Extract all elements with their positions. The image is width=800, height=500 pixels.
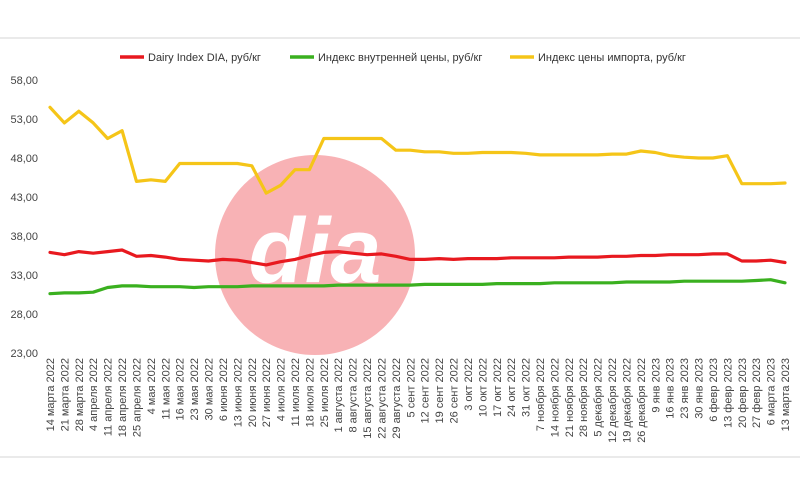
x-tick-label: 19 сент 2022 <box>434 358 446 424</box>
x-tick-label: 11 мая 2022 <box>160 358 172 420</box>
y-tick-label: 43,00 <box>10 192 38 204</box>
x-tick-label: 16 мая 2022 <box>175 358 187 420</box>
x-tick-label: 18 апреля 2022 <box>117 358 129 437</box>
x-tick-label: 26 сент 2022 <box>449 358 461 424</box>
x-tick-label: 28 ноября 2022 <box>578 358 590 437</box>
x-tick-label: 21 ноября 2022 <box>564 358 576 437</box>
x-tick-label: 14 ноября 2022 <box>549 358 561 437</box>
x-tick-label: 19 декабря 2022 <box>622 358 634 443</box>
series-line-3 <box>48 105 787 195</box>
x-tick-label: 12 декабря 2022 <box>607 358 619 443</box>
x-tick-label: 8 августа 2022 <box>348 358 360 433</box>
x-tick-label: 11 апреля 2022 <box>103 358 115 436</box>
x-tick-label: 23 янв 2023 <box>679 358 691 419</box>
x-tick-label: 25 июля 2022 <box>319 358 331 427</box>
x-axis-ticks: 14 марта 2022 21 марта 2022 28 марта 2022 4… <box>45 358 792 443</box>
x-tick-label: 7 ноября 2022 <box>535 358 547 431</box>
x-tick-label: 4 мая 2022 <box>146 358 158 414</box>
y-tick-label: 23,00 <box>10 348 38 360</box>
legend-label: Индекс цены импорта, руб/кг <box>538 52 686 64</box>
legend-label: Dairy Index DIA, руб/кг <box>148 52 261 64</box>
x-tick-label: 16 янв 2023 <box>665 358 677 419</box>
x-tick-label: 11 июля 2022 <box>290 358 302 427</box>
legend: Dairy Index DIA, руб/кг Индекс внутренней… <box>120 52 686 64</box>
x-tick-label: 30 янв 2023 <box>694 358 706 419</box>
x-tick-label: 28 марта 2022 <box>74 358 86 431</box>
y-tick-label: 53,00 <box>10 114 38 126</box>
x-tick-label: 4 июля 2022 <box>276 358 288 421</box>
y-axis-ticks: 23,00 28,00 33,00 38,00 43,00 48,00 53,00 58,00 <box>10 75 38 360</box>
x-tick-label: 1 августа 2022 <box>333 358 345 433</box>
x-tick-label: 6 марта 2023 <box>766 358 778 425</box>
x-tick-label: 5 сент 2022 <box>405 358 417 417</box>
x-tick-label: 13 февр 2023 <box>722 358 734 428</box>
series-lines <box>48 105 787 296</box>
x-tick-label: 20 февр 2023 <box>737 358 749 428</box>
y-tick-label: 28,00 <box>10 309 38 321</box>
x-tick-label: 23 мая 2022 <box>189 358 201 420</box>
x-tick-label: 6 февр 2023 <box>708 358 720 422</box>
x-tick-label: 9 янв 2023 <box>650 358 662 413</box>
x-tick-label: 24 окт 2022 <box>506 358 518 417</box>
x-tick-label: 20 июня 2022 <box>247 358 259 427</box>
x-tick-label: 12 сент 2022 <box>420 358 432 424</box>
y-tick-label: 48,00 <box>10 153 38 165</box>
y-tick-label: 33,00 <box>10 270 38 282</box>
x-tick-label: 14 марта 2022 <box>45 358 57 431</box>
x-tick-label: 27 июня 2022 <box>261 358 273 427</box>
x-tick-label: 18 июля 2022 <box>304 358 316 427</box>
x-tick-label: 25 апреля 2022 <box>132 358 144 437</box>
x-tick-label: 3 окт 2022 <box>463 358 475 411</box>
x-tick-label: 4 апреля 2022 <box>88 358 100 431</box>
x-tick-label: 26 декабря 2022 <box>636 358 648 443</box>
series-line-2 <box>48 278 787 296</box>
x-tick-label: 17 окт 2022 <box>492 358 504 417</box>
x-tick-label: 5 декабря 2022 <box>593 358 605 437</box>
y-tick-label: 38,00 <box>10 231 38 243</box>
y-tick-label: 58,00 <box>10 75 38 87</box>
x-tick-label: 30 мая 2022 <box>204 358 216 420</box>
x-tick-label: 10 окт 2022 <box>477 358 489 417</box>
x-tick-label: 27 февр 2023 <box>751 358 763 428</box>
x-tick-label: 31 окт 2022 <box>521 358 533 417</box>
x-tick-label: 13 июня 2022 <box>232 358 244 427</box>
x-tick-label: 6 июня 2022 <box>218 358 230 421</box>
legend-label: Индекс внутренней цены, руб/кг <box>318 52 482 64</box>
x-tick-label: 15 августа 2022 <box>362 358 374 439</box>
series-line-1 <box>48 248 787 267</box>
x-tick-label: 29 августа 2022 <box>391 358 403 439</box>
x-tick-label: 22 августа 2022 <box>377 358 389 439</box>
x-tick-label: 21 марта 2022 <box>59 358 71 431</box>
x-tick-label: 13 марта 2023 <box>780 358 792 431</box>
